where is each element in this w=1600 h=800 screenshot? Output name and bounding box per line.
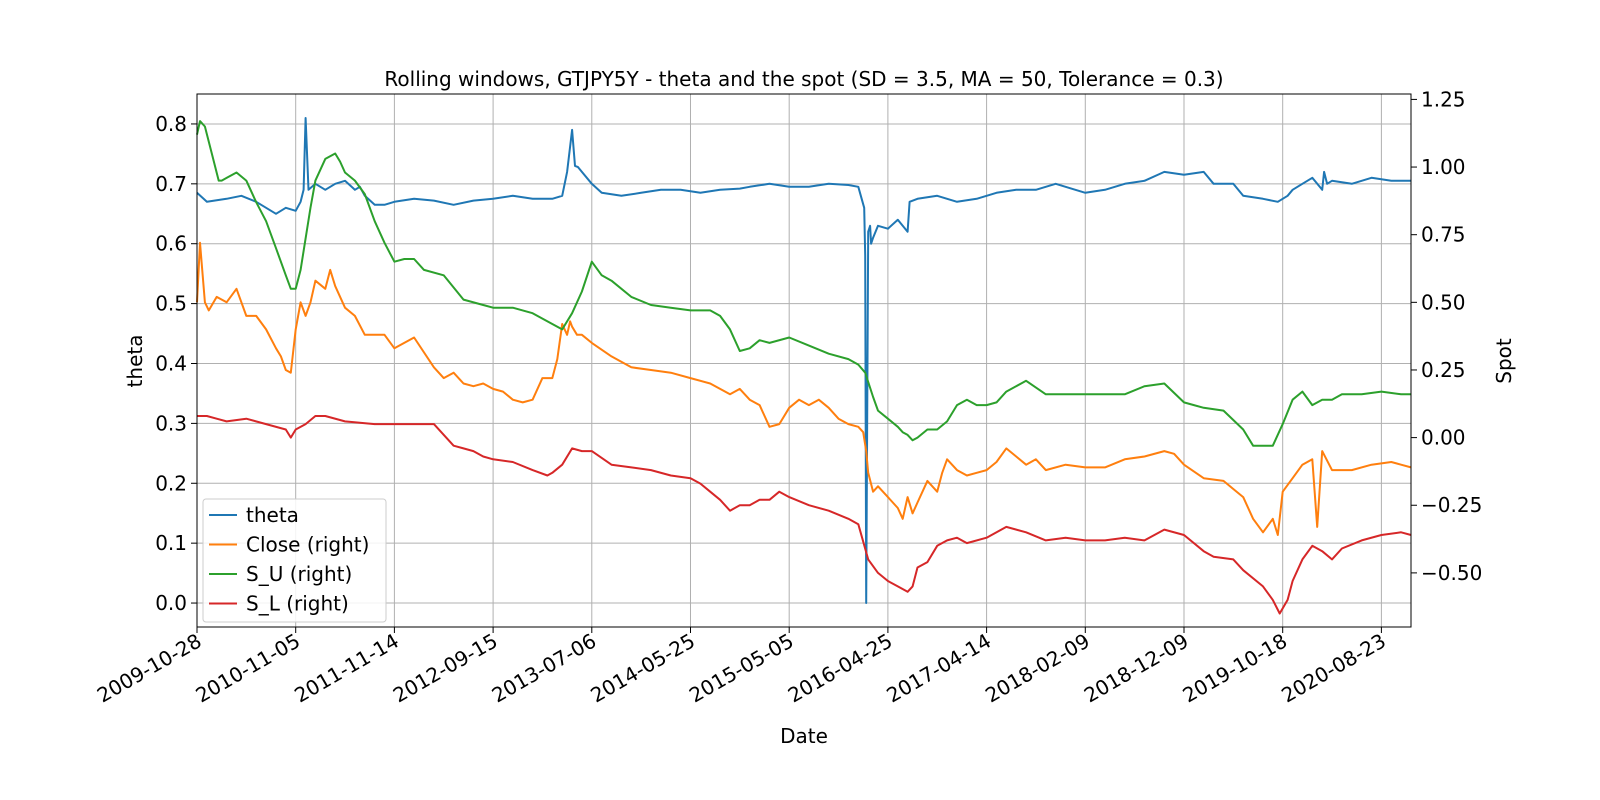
- left-axis: 0.0 0.1 0.2 0.3 0.4 0.5 0.6 0.7 0.8: [155, 112, 197, 615]
- series-line-close-right: [196, 241, 1412, 536]
- grid: [196, 94, 1411, 627]
- y-axis-label-right: Spot: [1492, 338, 1516, 384]
- y-tick-label-left: 0.2: [155, 471, 187, 495]
- y-tick-label-left: 0.8: [155, 112, 187, 136]
- series-line-s-l-right: [197, 415, 1412, 615]
- y-tick-label-right: 1.00: [1421, 155, 1466, 179]
- y-tick-label-right: 0.75: [1421, 223, 1466, 247]
- y-tick-label-left: 0.6: [155, 232, 187, 256]
- y-tick-label-right: −0.50: [1421, 561, 1482, 585]
- legend: theta Close (right) S_U (right) S_L (right): [202, 498, 387, 623]
- y-tick-label-left: 0.5: [155, 292, 187, 316]
- x-axis-label: Date: [780, 724, 828, 748]
- y-tick-label-right: 0.00: [1421, 426, 1466, 450]
- y-tick-label-right: 0.25: [1421, 358, 1466, 382]
- series-line-theta: [196, 117, 1411, 604]
- right-axis: −0.50 −0.25 0.00 0.25 0.50 0.75 1.00 1.25: [1411, 87, 1482, 585]
- plot-frame: [196, 93, 1412, 628]
- y-tick-label-left: 0.0: [155, 591, 187, 615]
- y-tick-label-right: 1.25: [1421, 87, 1466, 111]
- y-tick-label-right: −0.25: [1421, 493, 1482, 517]
- chart-title: Rolling windows, GTJPY5Y - theta and the…: [384, 67, 1223, 91]
- y-axis-label-left: theta: [123, 335, 147, 388]
- legend-label: theta: [246, 503, 299, 527]
- legend-label: S_U (right): [246, 562, 352, 586]
- series-line-s-u-right: [196, 120, 1411, 447]
- legend-label: S_L (right): [246, 592, 349, 616]
- legend-box: [202, 498, 387, 623]
- y-tick-label-left: 0.3: [155, 411, 187, 435]
- y-tick-label-left: 0.1: [155, 531, 187, 555]
- y-tick-label-right: 0.50: [1421, 290, 1466, 314]
- y-tick-label-left: 0.7: [155, 172, 187, 196]
- y-tick-label-left: 0.4: [155, 351, 187, 375]
- legend-label: Close (right): [246, 533, 369, 557]
- series-layer: [196, 117, 1412, 615]
